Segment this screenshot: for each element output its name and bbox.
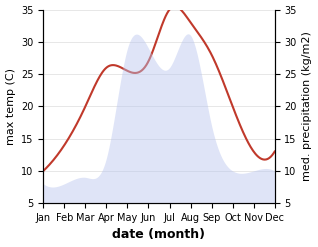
Y-axis label: max temp (C): max temp (C) [5,68,16,145]
X-axis label: date (month): date (month) [113,228,205,242]
Y-axis label: med. precipitation (kg/m2): med. precipitation (kg/m2) [302,31,313,181]
